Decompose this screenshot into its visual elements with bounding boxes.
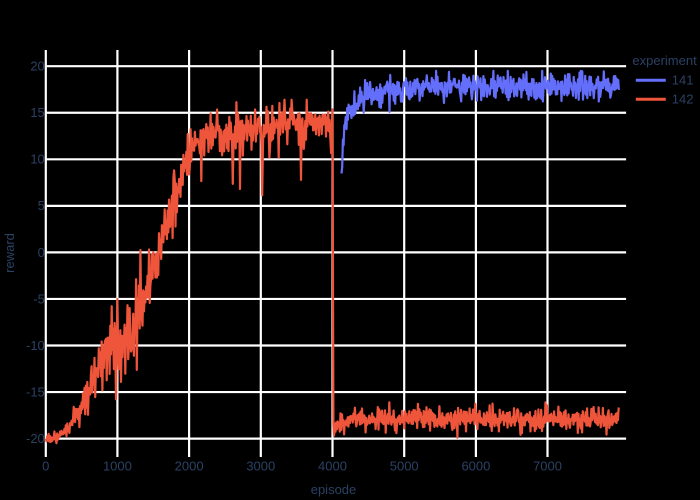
svg-text:experiment: experiment	[632, 53, 697, 68]
svg-text:episode: episode	[311, 482, 357, 497]
svg-text:5: 5	[38, 198, 45, 213]
svg-text:1000: 1000	[103, 459, 132, 474]
svg-text:0: 0	[38, 245, 45, 260]
svg-text:141: 141	[672, 72, 694, 87]
svg-text:7000: 7000	[533, 459, 562, 474]
svg-text:5000: 5000	[390, 459, 419, 474]
svg-text:15: 15	[30, 105, 44, 120]
svg-text:-5: -5	[33, 291, 45, 306]
svg-text:reward: reward	[2, 233, 17, 273]
svg-text:-15: -15	[26, 384, 45, 399]
svg-text:2000: 2000	[175, 459, 204, 474]
svg-text:10: 10	[30, 152, 44, 167]
svg-text:4000: 4000	[318, 459, 347, 474]
svg-text:3000: 3000	[246, 459, 275, 474]
svg-text:20: 20	[30, 59, 44, 74]
svg-text:0: 0	[42, 459, 49, 474]
svg-text:6000: 6000	[461, 459, 490, 474]
svg-text:-20: -20	[26, 431, 45, 446]
svg-text:-10: -10	[26, 338, 45, 353]
svg-text:142: 142	[672, 91, 694, 106]
